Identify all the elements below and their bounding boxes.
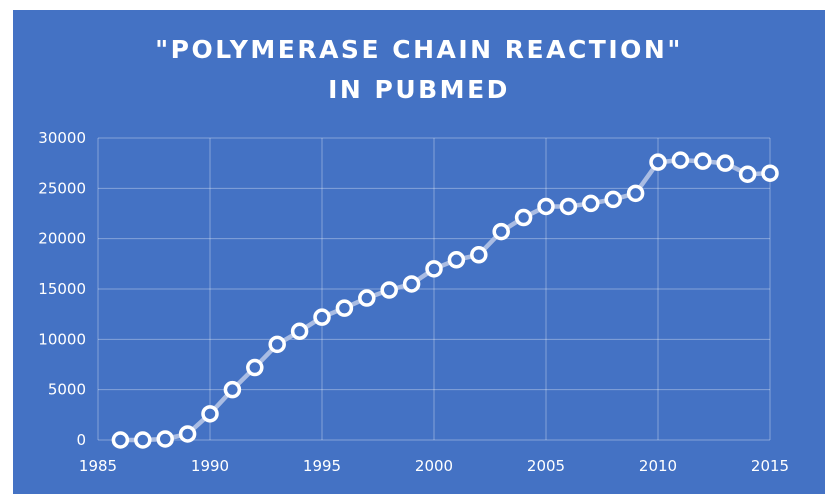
data-point <box>178 425 197 443</box>
data-point <box>761 164 779 182</box>
data-point <box>111 431 130 449</box>
data-point <box>134 431 152 449</box>
data-point <box>694 152 712 170</box>
y-tick-label: 20000 <box>38 230 86 248</box>
data-point <box>559 197 578 216</box>
data-point <box>582 194 600 213</box>
data-point <box>604 190 622 209</box>
data-point <box>447 251 466 269</box>
series-markers <box>111 151 779 449</box>
data-point <box>313 308 331 326</box>
data-point <box>514 208 533 227</box>
data-point <box>201 405 219 423</box>
data-point <box>537 197 555 216</box>
y-tick-label: 10000 <box>38 330 86 348</box>
chart-svg: "POLYMERASE CHAIN REACTION" IN PUBMED 19… <box>13 10 825 494</box>
data-point <box>626 184 645 203</box>
y-tick-label: 5000 <box>48 381 86 399</box>
data-point <box>380 281 398 299</box>
data-point <box>268 335 286 354</box>
y-tick-label: 0 <box>76 431 86 449</box>
chart-background <box>13 10 825 494</box>
data-point <box>246 358 264 377</box>
chart-title-line-1: "POLYMERASE CHAIN REACTION" <box>155 35 683 64</box>
data-point <box>156 430 174 448</box>
x-tick-label: 2010 <box>639 457 677 475</box>
x-tick-label: 1995 <box>303 457 341 475</box>
data-point <box>470 246 488 264</box>
data-point <box>290 322 309 341</box>
data-point <box>223 380 242 399</box>
data-point <box>492 222 510 241</box>
y-tick-label: 30000 <box>38 129 86 147</box>
data-point <box>358 289 376 307</box>
x-tick-label: 2000 <box>415 457 453 475</box>
x-tick-label: 2005 <box>527 457 565 475</box>
x-axis-ticks: 1985 1990 1995 2000 2005 2010 2015 <box>79 457 789 475</box>
chart-title-line-2: IN PUBMED <box>328 75 510 104</box>
data-point <box>738 165 757 183</box>
y-axis-ticks: 0 5000 10000 15000 20000 25000 30000 <box>38 129 86 449</box>
data-point <box>335 299 354 317</box>
grid <box>97 137 771 441</box>
x-tick-label: 1985 <box>79 457 117 475</box>
data-point <box>671 151 690 169</box>
x-tick-label: 1990 <box>191 457 229 475</box>
data-point <box>402 275 421 293</box>
y-tick-label: 15000 <box>38 280 86 298</box>
chart-area: "POLYMERASE CHAIN REACTION" IN PUBMED 19… <box>13 10 825 494</box>
y-tick-label: 25000 <box>38 179 86 197</box>
data-point <box>649 153 667 171</box>
data-point <box>425 260 443 278</box>
data-point <box>716 154 734 172</box>
x-tick-label: 2015 <box>751 457 789 475</box>
